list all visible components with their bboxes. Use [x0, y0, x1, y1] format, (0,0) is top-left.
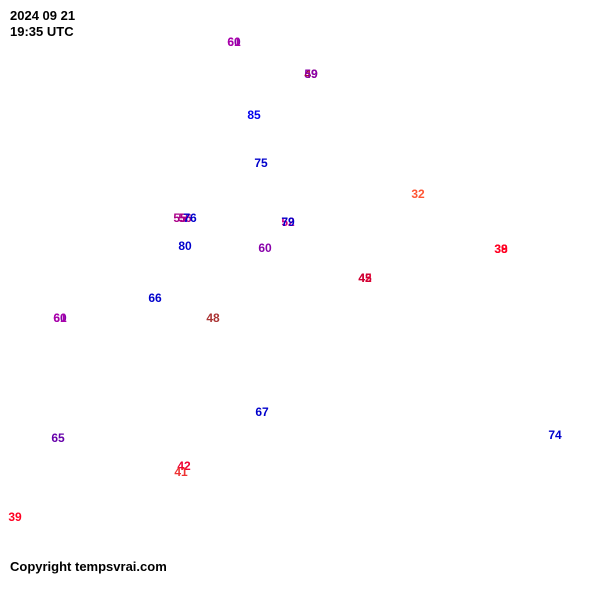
- time-label: 19:35 UTC: [10, 24, 75, 40]
- data-point-12: 80: [178, 239, 191, 253]
- date-label: 2024 09 21: [10, 8, 75, 24]
- data-point-22: 67: [255, 405, 268, 419]
- data-point-18: 66: [148, 291, 161, 305]
- data-point-24: 74: [548, 428, 561, 442]
- data-point-21: 48: [206, 311, 219, 325]
- data-point-1: 61: [227, 35, 240, 49]
- copyright-footer: Copyright tempsvrai.com: [10, 559, 167, 574]
- data-point-13: 60: [258, 241, 271, 255]
- data-point-20: 61: [53, 311, 66, 325]
- data-point-11: 79: [281, 215, 294, 229]
- data-point-3: 59: [304, 67, 317, 81]
- data-point-6: 32: [411, 187, 424, 201]
- data-point-26: 41: [174, 465, 187, 479]
- data-point-27: 39: [8, 510, 21, 524]
- data-point-4: 85: [247, 108, 260, 122]
- data-point-5: 75: [254, 156, 267, 170]
- data-point-23: 65: [51, 431, 64, 445]
- data-point-17: 45: [358, 271, 371, 285]
- timestamp-header: 2024 09 21 19:35 UTC: [10, 8, 75, 39]
- data-point-9: 76: [183, 211, 196, 225]
- data-point-15: 39: [494, 242, 507, 256]
